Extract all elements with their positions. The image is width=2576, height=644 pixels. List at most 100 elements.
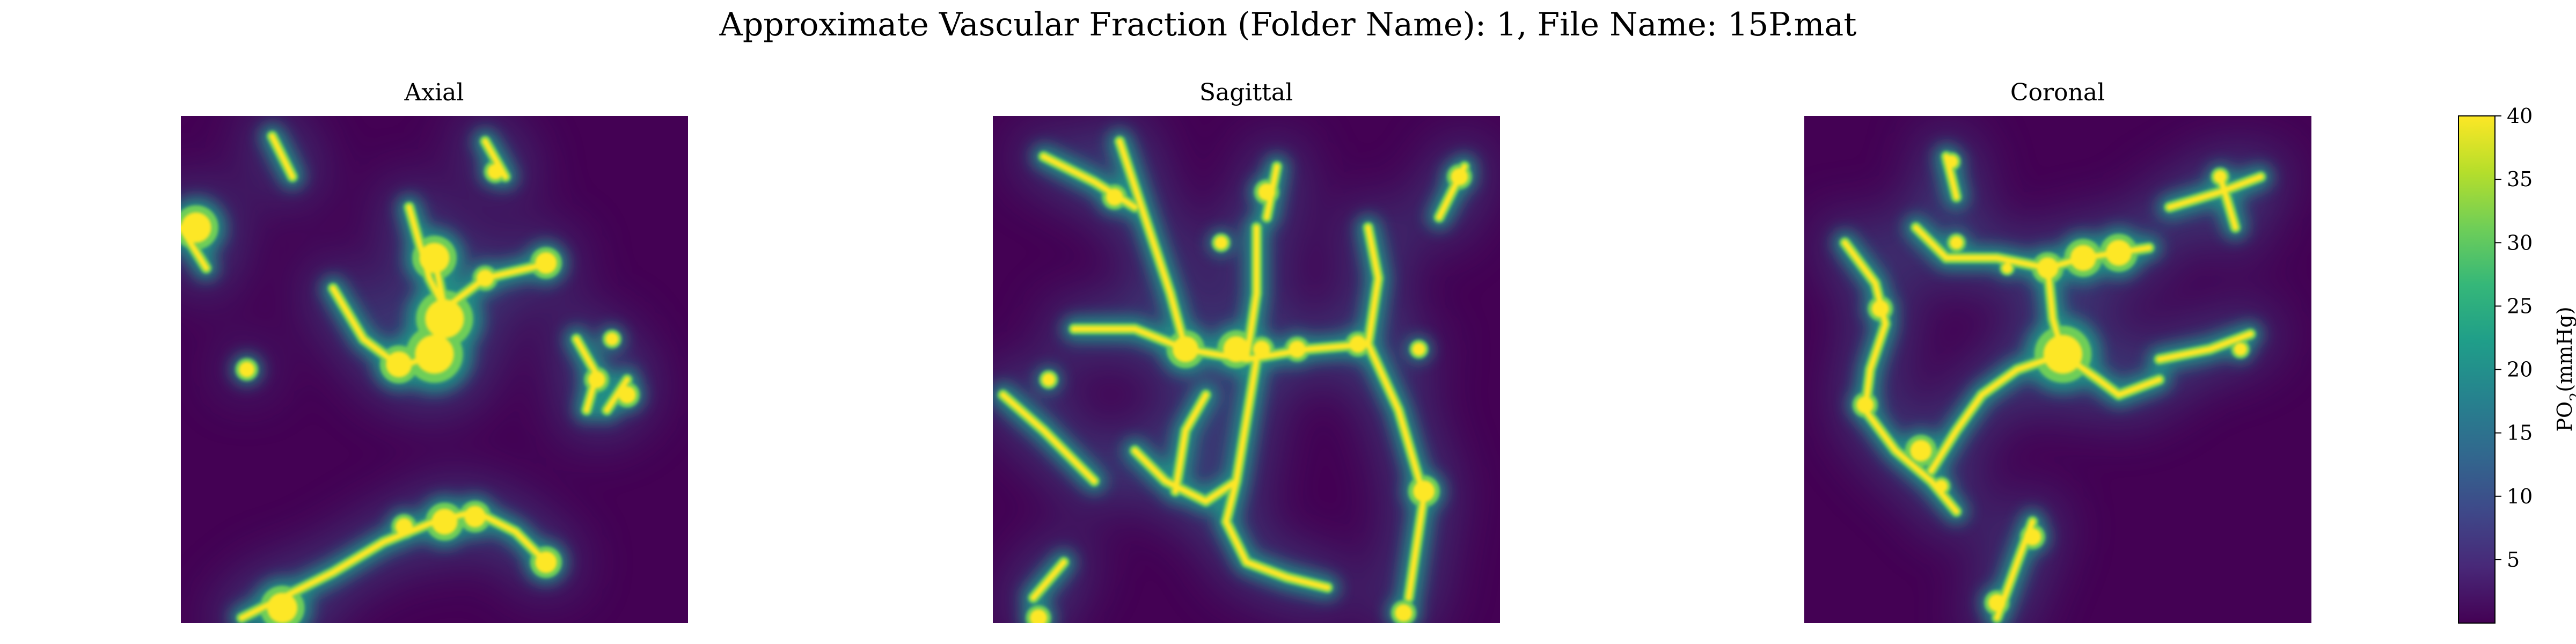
vessel-segment <box>2116 377 2162 398</box>
vessel-hotspot <box>2037 257 2059 279</box>
vessel-segment <box>1842 240 1889 413</box>
vessel-segment <box>269 133 296 180</box>
vessel-segment <box>1030 559 1067 601</box>
heatmap-vessels-axial <box>181 116 655 623</box>
vessel-hotspot <box>425 299 464 339</box>
vessel-hotspot <box>588 371 605 389</box>
vessel-hotspot <box>1173 336 1199 362</box>
vessel-layer <box>181 133 636 623</box>
vessel-hotspot <box>2043 335 2082 374</box>
vessel-hotspot <box>181 212 211 243</box>
vessel-hotspot <box>487 164 503 180</box>
vessel-hotspot <box>1935 479 1948 493</box>
vessel-segment <box>604 377 630 413</box>
vessel-segment <box>1071 326 1189 352</box>
colorbar-gradient <box>2458 115 2496 624</box>
vessel-segment <box>1117 138 1189 352</box>
vessel-segment <box>1173 392 1209 494</box>
vessel-hotspot <box>1413 480 1435 502</box>
vessel-segment <box>1928 392 1985 474</box>
vessel-hotspot <box>431 508 458 535</box>
vessel-segment <box>1365 224 1381 347</box>
vessel-segment <box>1132 448 1239 504</box>
vessel-hotspot <box>2024 528 2041 546</box>
vessel-hotspot <box>1223 336 1249 362</box>
vessel-hotspot <box>267 592 298 623</box>
heatmap-vessels-sagittal <box>993 116 1492 623</box>
panel-sagittal: Sagittal <box>993 79 1500 623</box>
vessel-segment <box>2167 174 2264 210</box>
colorbar-ticks: 5 10 15 20 25 30 35 40 <box>2495 104 2533 572</box>
vessel-hotspot <box>1950 236 1963 250</box>
vessel-hotspot <box>618 386 636 404</box>
figure-title: Approximate Vascular Fraction (Folder Na… <box>719 6 1857 43</box>
vessel-hotspot <box>386 351 412 378</box>
vessel-hotspot <box>1349 335 1367 353</box>
panel-title-coronal: Coronal <box>2010 79 2105 106</box>
vessel-segment <box>1943 255 2051 271</box>
colorbar-tick-label: 25 <box>2507 294 2533 318</box>
panel-axial: Axial <box>181 79 688 623</box>
colorbar-tick-label: 40 <box>2507 104 2533 128</box>
vessel-segment <box>239 569 336 621</box>
vessel-hotspot <box>415 335 454 374</box>
vessel-hotspot <box>1910 440 1932 462</box>
colorbar-label-subscript: 2 <box>2567 392 2576 401</box>
vessel-hotspot <box>476 269 494 287</box>
vessel-hotspot <box>1288 340 1306 358</box>
vessel-hotspot <box>1214 236 1228 250</box>
colorbar-tick-label: 20 <box>2507 358 2533 382</box>
vessel-segment <box>1233 356 1260 484</box>
vessel-segment <box>406 204 448 312</box>
vessel-hotspot <box>395 518 413 536</box>
vessel-segment <box>1365 341 1427 601</box>
vessel-hotspot <box>2213 170 2227 184</box>
vessel-hotspot <box>1988 594 2006 612</box>
vessel-hotspot <box>2234 342 2247 356</box>
panel-coronal: Coronal <box>1804 79 2311 623</box>
colorbar-tick-label: 10 <box>2507 485 2533 508</box>
colorbar-label: PO2(mmHg) <box>2553 306 2576 431</box>
vessel-segment <box>1000 392 1097 484</box>
colorbar-label-main: PO <box>2553 401 2576 432</box>
vessel-hotspot <box>419 243 450 273</box>
vessel-hotspot <box>2002 262 2012 274</box>
vessel-layer <box>1000 138 1468 623</box>
vessel-hotspot <box>464 506 486 528</box>
panel-title-sagittal: Sagittal <box>1199 79 1293 106</box>
vessel-hotspot <box>1106 188 1123 206</box>
vessel-hotspot <box>1412 342 1425 356</box>
vessel-segment <box>2217 174 2238 231</box>
vessel-segment <box>1913 224 1949 261</box>
vessel-hotspot <box>1395 604 1413 622</box>
vessel-hotspot <box>1029 609 1048 623</box>
colorbar-tick-label: 5 <box>2507 548 2520 572</box>
vessel-hotspot <box>239 362 255 377</box>
vessel-segment <box>1862 407 1959 515</box>
colorbar: 5 10 15 20 25 30 35 40 PO2(mmHg) <box>2458 104 2576 624</box>
vessel-hotspot <box>535 252 557 274</box>
vessel-segment <box>2156 331 2253 362</box>
vessel-hotspot <box>1871 300 1889 318</box>
vessel-layer <box>1842 153 2264 621</box>
colorbar-label-unit: (mmHg) <box>2553 306 2576 392</box>
vessel-hotspot <box>1451 168 1468 186</box>
vessel-hotspot <box>1945 155 1958 169</box>
colorbar-tick-label: 35 <box>2507 167 2533 191</box>
vessel-segment <box>1223 478 1330 590</box>
vessel-hotspot <box>1253 340 1270 358</box>
vessel-hotspot <box>2070 245 2096 271</box>
vessel-segment <box>1182 341 1371 362</box>
vessel-hotspot <box>1042 373 1055 386</box>
vessel-hotspot <box>1258 183 1276 201</box>
panel-title-axial: Axial <box>404 79 464 106</box>
vessel-segment <box>1243 224 1260 362</box>
heatmap-vessels-coronal <box>1817 128 2289 623</box>
colorbar-tick-label: 15 <box>2507 421 2533 445</box>
vessel-hotspot <box>2105 240 2132 266</box>
colorbar-tick-label: 30 <box>2507 231 2533 254</box>
vessel-hotspot <box>535 551 557 573</box>
vessel-hotspot <box>605 332 619 346</box>
